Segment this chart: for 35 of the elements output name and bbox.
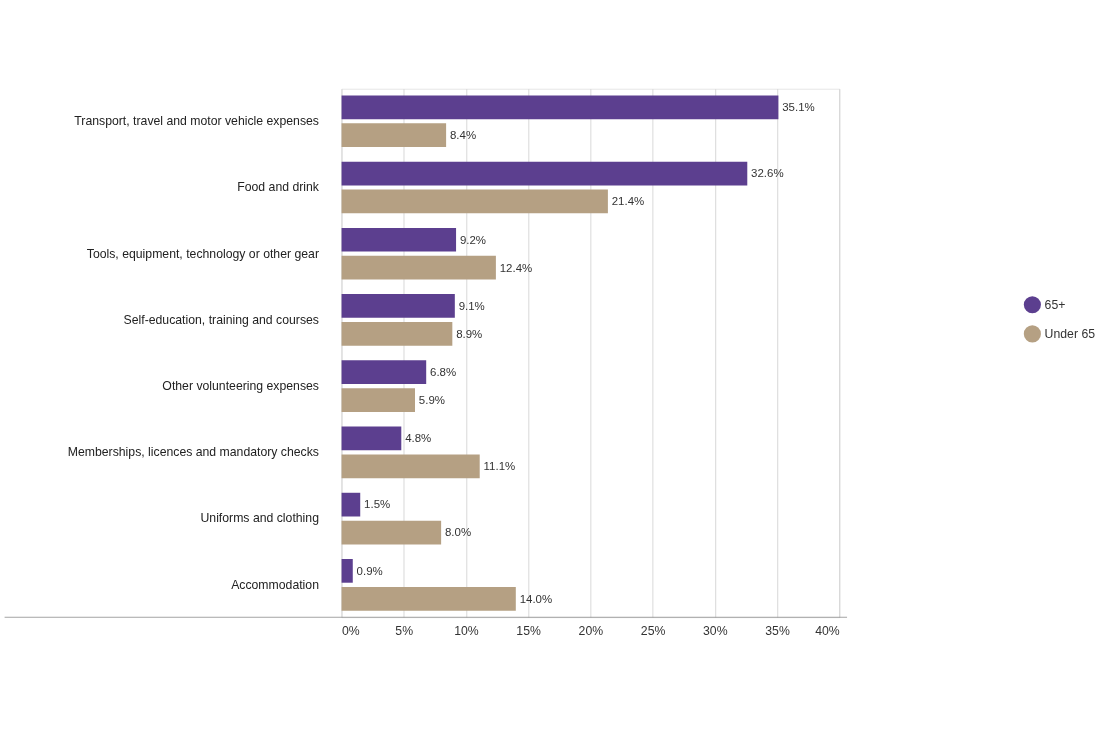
y-tick-label: Self-education, training and courses [123, 312, 319, 327]
data-label: 1.5% [364, 498, 391, 511]
data-label: 5.9% [418, 393, 445, 406]
y-tick-label: Uniforms and clothing [200, 511, 320, 526]
x-tick-label: 40% [815, 624, 840, 639]
y-tick-label: Tools, equipment, technology or other gear [86, 246, 319, 261]
data-label: 11.1% [483, 460, 516, 473]
data-label: 9.2% [459, 233, 487, 246]
data-label: 9.1% [458, 299, 485, 312]
data-label: 4.8% [405, 432, 432, 445]
y-tick-label: Other volunteering expenses [162, 378, 319, 393]
x-tick-label: 25% [640, 624, 666, 639]
data-label: 21.4% [611, 195, 645, 208]
x-tick-label: 15% [516, 624, 541, 639]
y-tick-label: Memberships, licences and mandatory checks [67, 445, 319, 460]
data-label: 14.0% [519, 592, 553, 605]
x-tick-label: 5% [395, 624, 414, 639]
data-label: 0.9% [356, 564, 383, 577]
legend-label: Under 65 [1044, 326, 1096, 341]
data-label: 6.8% [430, 366, 457, 379]
data-label: 32.6% [751, 167, 784, 180]
y-tick-label: Food and drink [237, 180, 320, 195]
y-tick-label: Transport, travel and motor vehicle expenses [74, 114, 319, 129]
data-label: 8.4% [449, 129, 477, 142]
x-tick-label: 30% [703, 624, 728, 639]
x-tick-label: 20% [578, 624, 604, 639]
x-tick-label: 35% [765, 624, 790, 639]
data-label: 35.1% [782, 101, 815, 114]
data-label: 8.9% [456, 327, 483, 340]
data-label: 12.4% [499, 261, 533, 274]
x-tick-label: 0% [341, 624, 360, 639]
y-tick-label: Accommodation [231, 577, 320, 592]
legend-label: 65+ [1044, 297, 1066, 312]
x-tick-label: 10% [454, 624, 479, 639]
data-label: 8.0% [444, 526, 472, 539]
